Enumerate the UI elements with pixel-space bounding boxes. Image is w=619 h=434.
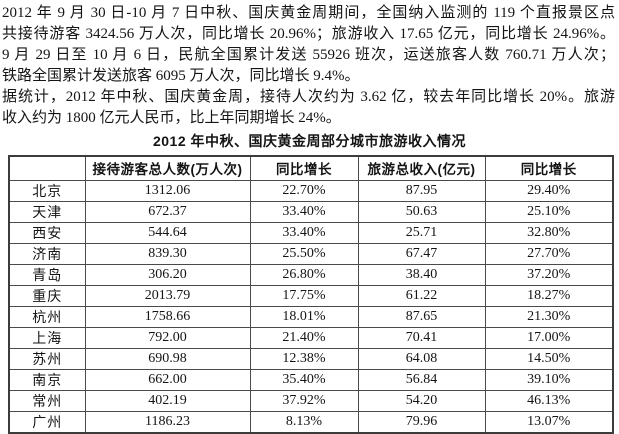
visitors-cell: 662.00 [84,368,251,391]
visitor-growth-cell: 21.40% [249,326,359,349]
visitors-cell: 672.37 [84,200,251,223]
revenue-cell: 87.65 [357,305,486,328]
revenue-growth-cell: 13.07% [484,410,614,433]
table-title: 2012 年中秋、国庆黄金周部分城市旅游收入情况 [152,133,467,149]
revenue-cell: 56.84 [357,368,486,391]
table-row: 青岛 306.20 26.80% 38.40 37.20% [8,263,614,286]
header-revenue-growth: 同比增长 [484,155,614,181]
table-row: 广州 1186.23 8.13% 79.96 13.07% [8,410,614,433]
visitor-growth-cell: 17.75% [249,284,359,307]
visitor-growth-cell: 35.40% [249,368,359,391]
paragraph2-line1: 据统计，2012 年中秋、国庆黄金周，接待人次约为 3.62 亿，较去年同比增长… [2,89,615,105]
revenue-growth-cell: 46.13% [484,389,614,412]
city-cell: 北京 [8,179,86,202]
visitors-cell: 402.19 [84,389,251,412]
city-cell: 广州 [8,410,86,433]
revenue-cell: 54.20 [357,389,486,412]
city-cell: 西安 [8,221,86,244]
city-cell: 天津 [8,200,86,223]
header-visitor-growth: 同比增长 [249,155,359,181]
revenue-cell: 25.71 [357,221,486,244]
paragraph1-line1: 2012 年 9 月 30 日-10 月 7 日中秋、国庆黄金周期间，全国纳入监… [2,5,615,21]
revenue-growth-cell: 39.10% [484,368,614,391]
visitors-cell: 839.30 [84,242,251,265]
visitor-growth-cell: 22.70% [249,179,359,202]
tourism-revenue-table: 接待游客总人数(万人次) 同比增长 旅游总收入(亿元) 同比增长 北京 1312.… [8,155,614,434]
visitor-growth-cell: 37.92% [249,389,359,412]
visitor-growth-cell: 26.80% [249,263,359,286]
paragraph2-line2: 收入约为 1800 亿元人民币，比上年同期增长 24%。 [2,110,341,126]
visitor-growth-cell: 33.40% [249,221,359,244]
revenue-cell: 38.40 [357,263,486,286]
city-cell: 青岛 [8,263,86,286]
revenue-growth-cell: 14.50% [484,347,614,370]
table-row: 常州 402.19 37.92% 54.20 46.13% [8,389,614,412]
visitor-growth-cell: 18.01% [249,305,359,328]
revenue-growth-cell: 18.27% [484,284,614,307]
table-row: 北京 1312.06 22.70% 87.95 29.40% [8,179,614,202]
table-row: 苏州 690.98 12.38% 64.08 14.50% [8,347,614,370]
city-cell: 济南 [8,242,86,265]
table-row: 西安 544.64 33.40% 25.71 32.80% [8,221,614,244]
header-visitors: 接待游客总人数(万人次) [84,155,251,181]
revenue-growth-cell: 25.10% [484,200,614,223]
visitors-cell: 544.64 [84,221,251,244]
paragraph1-line2: 共接待游客 3424.56 万人次，同比增长 20.96%；旅游收入 17.65… [2,26,615,42]
table-row: 南京 662.00 35.40% 56.84 39.10% [8,368,614,391]
visitors-cell: 690.98 [84,347,251,370]
table-row: 重庆 2013.79 17.75% 61.22 18.27% [8,284,614,307]
table-row: 天津 672.37 33.40% 50.63 25.10% [8,200,614,223]
revenue-growth-cell: 37.20% [484,263,614,286]
visitors-cell: 2013.79 [84,284,251,307]
city-cell: 苏州 [8,347,86,370]
revenue-cell: 79.96 [357,410,486,433]
header-revenue: 旅游总收入(亿元) [357,155,486,181]
header-city [8,155,86,181]
table-header-row: 接待游客总人数(万人次) 同比增长 旅游总收入(亿元) 同比增长 [8,155,614,181]
city-cell: 上海 [8,326,86,349]
city-cell: 常州 [8,389,86,412]
revenue-cell: 87.95 [357,179,486,202]
visitor-growth-cell: 12.38% [249,347,359,370]
revenue-cell: 70.41 [357,326,486,349]
city-cell: 重庆 [8,284,86,307]
visitor-growth-cell: 33.40% [249,200,359,223]
revenue-growth-cell: 21.30% [484,305,614,328]
city-cell: 南京 [8,368,86,391]
revenue-cell: 64.08 [357,347,486,370]
revenue-growth-cell: 32.80% [484,221,614,244]
city-cell: 杭州 [8,305,86,328]
visitors-cell: 1186.23 [84,410,251,433]
paragraph1-line3: 9 月 29 日至 10 月 6 日，民航全国累计发送 55926 班次，运送旅… [2,47,615,63]
revenue-growth-cell: 29.40% [484,179,614,202]
visitors-cell: 1312.06 [84,179,251,202]
visitor-growth-cell: 25.50% [249,242,359,265]
table-row: 杭州 1758.66 18.01% 87.65 21.30% [8,305,614,328]
visitors-cell: 306.20 [84,263,251,286]
revenue-growth-cell: 27.70% [484,242,614,265]
revenue-cell: 61.22 [357,284,486,307]
intro-text: 2012 年 9 月 30 日-10 月 7 日中秋、国庆黄金周期间，全国纳入监… [0,0,619,129]
visitors-cell: 1758.66 [84,305,251,328]
visitor-growth-cell: 8.13% [249,410,359,433]
revenue-cell: 50.63 [357,200,486,223]
table-body: 北京 1312.06 22.70% 87.95 29.40% 天津 672.37 33.40%… [8,179,614,433]
paragraph1-line4: 铁路全国累计发送旅客 6095 万人次，同比增长 9.4%。 [2,68,360,84]
table-row: 济南 839.30 25.50% 67.47 27.70% [8,242,614,265]
revenue-growth-cell: 17.00% [484,326,614,349]
visitors-cell: 792.00 [84,326,251,349]
table-row: 上海 792.00 21.40% 70.41 17.00% [8,326,614,349]
revenue-cell: 67.47 [357,242,486,265]
